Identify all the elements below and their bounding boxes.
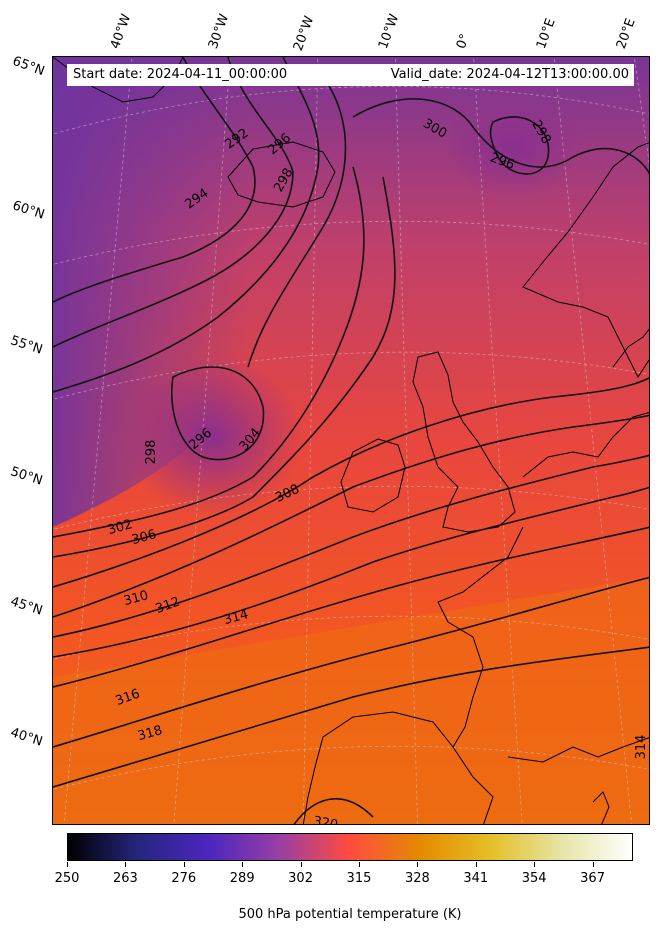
graticule-lat-60 <box>53 220 649 265</box>
graticule-lon-30w <box>173 57 231 824</box>
contour-302 <box>53 166 365 538</box>
graticule-lat-65 <box>53 86 649 135</box>
contour-294 <box>53 57 294 348</box>
latitude-label: 60°N <box>10 198 47 223</box>
colorbar-tick-label: 367 <box>580 871 605 886</box>
contour-316 <box>53 576 649 748</box>
longitude-label: 10°E <box>533 16 559 51</box>
contour-296-north <box>489 116 550 175</box>
graticule-lat-45 <box>53 615 649 660</box>
contour-292 <box>53 57 256 303</box>
longitude-label: 10°W <box>375 12 403 51</box>
latitude-label: 55°N <box>8 333 45 358</box>
colorbar-tick-label: 250 <box>54 871 80 886</box>
colorbar-tick-label: 315 <box>346 871 372 886</box>
coast-iberia <box>322 711 494 824</box>
colorbar-tick <box>125 862 127 867</box>
contour-label-314: 314 <box>634 735 649 760</box>
coast-corsica <box>592 791 610 824</box>
colorbar-tick <box>67 862 68 867</box>
colorbar-tick <box>592 862 594 867</box>
graticule-lat-55 <box>53 351 649 400</box>
longitude-label: 40°W <box>107 12 135 51</box>
colorbar-tick-label: 276 <box>171 871 197 886</box>
date-info-bar: Start date: 2024-04-11_00:00:00 Valid_da… <box>67 64 634 86</box>
longitude-label: 30°W <box>205 12 233 51</box>
contour-label-318: 318 <box>136 723 164 744</box>
contour-label-314: 314 <box>222 607 250 628</box>
coast-ireland <box>340 438 406 513</box>
graticule <box>53 57 649 824</box>
cold-low-west <box>123 357 303 517</box>
contour-310 <box>53 454 649 638</box>
colorbar-tick <box>300 862 302 867</box>
longitude-label: 0° <box>453 31 474 51</box>
latitude-label: 50°N <box>8 464 45 489</box>
graticule-lon-10e <box>553 57 633 824</box>
longitude-label: 20°W <box>290 14 318 53</box>
contour-label-306: 306 <box>130 527 158 548</box>
graticule-lon-40w <box>63 57 133 824</box>
colorbar-tick-label: 354 <box>521 871 547 886</box>
coast-north-sea <box>522 412 649 478</box>
graticule-lat-40 <box>53 745 649 790</box>
contour-314 <box>53 526 649 688</box>
colorbar-tick <box>183 862 185 867</box>
contour-300 <box>352 98 649 175</box>
contour-306 <box>53 377 649 588</box>
contour-296-low <box>171 366 265 461</box>
contour-304 <box>53 176 396 558</box>
colorbar-tick-label: 341 <box>463 871 489 886</box>
coast-scandinavia <box>522 142 649 379</box>
coast-iceland <box>227 141 336 208</box>
contour-label-302: 302 <box>106 517 134 538</box>
colorbar-tick <box>534 862 536 867</box>
contour-312 <box>53 486 649 658</box>
valid-date: Valid_date: 2024-04-12T13:00:00.00 <box>390 67 629 82</box>
colorbar-tick-label: 263 <box>112 871 138 886</box>
contour-320 <box>293 798 374 824</box>
contour-308 <box>53 414 649 618</box>
cold-low-north <box>443 97 583 197</box>
contour-318 <box>53 646 649 788</box>
colorbar-tick <box>358 862 360 867</box>
latitude-label: 45°N <box>8 594 45 619</box>
colorbar-tick <box>417 862 419 867</box>
colorbar-title: 500 hPa potential temperature (K) <box>238 907 462 922</box>
map-panel: 292 294 296 296 296 298 298 298 300 302 304 306 308 3… <box>52 56 650 825</box>
start-date: Start date: 2024-04-11_00:00:00 <box>73 67 288 82</box>
colorbar-tick-label: 328 <box>404 871 430 886</box>
coast-mediterranean <box>507 737 649 763</box>
coast-baltic <box>612 328 649 368</box>
colorbar-tick-label: 302 <box>288 871 313 886</box>
latitude-label: 40°N <box>8 725 45 750</box>
colorbar <box>67 833 633 861</box>
colorbar-tick <box>242 862 244 867</box>
contour-label-298: 298 <box>144 440 159 465</box>
isentropes <box>53 57 649 824</box>
warm-air-region <box>53 577 649 824</box>
contour-298 <box>247 76 347 368</box>
potential-temperature-map: 2922942962962962982982983003023043063083… <box>53 57 649 825</box>
colorbar-tick <box>475 862 477 867</box>
contour-296 <box>53 57 320 393</box>
coast-great-britain <box>412 351 516 533</box>
longitude-label: 20°E <box>613 16 639 51</box>
latitude-label: 65°N <box>10 53 47 80</box>
contour-label-310: 310 <box>122 588 150 609</box>
colorbar-tick-label: 289 <box>229 871 255 886</box>
contour-label-320: 320 <box>312 814 339 825</box>
